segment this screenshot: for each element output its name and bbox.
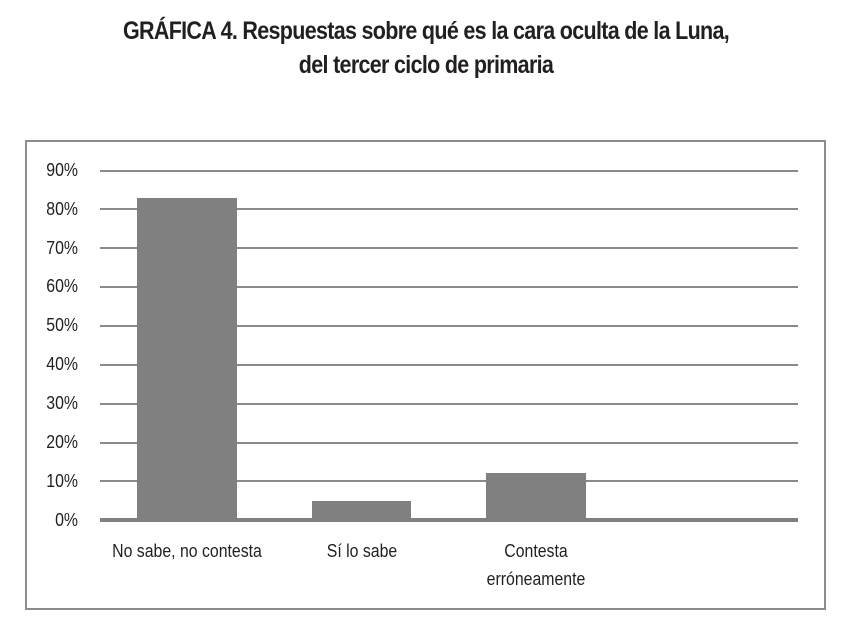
x-axis-line xyxy=(100,518,798,522)
bar-contesta-erroneamente xyxy=(486,473,586,520)
y-tick-label: 30% xyxy=(46,393,78,413)
y-tick-label: 40% xyxy=(46,354,78,374)
y-tick-label: 50% xyxy=(46,315,78,335)
gridline-50 xyxy=(100,325,798,327)
y-tick-label: 10% xyxy=(46,471,78,491)
gridline-20 xyxy=(100,442,798,444)
gridline-10 xyxy=(100,480,798,482)
y-tick-label: 0% xyxy=(55,510,78,530)
gridline-90 xyxy=(100,170,798,172)
chart-title-line1: Respuestas sobre qué es la cara oculta d… xyxy=(237,17,730,45)
chart-title: GRÁFICA 4. Respuestas sobre qué es la ca… xyxy=(60,14,793,82)
chart-title-prefix: GRÁFICA 4. xyxy=(122,17,238,45)
x-label-line: No sabe, no contesta xyxy=(112,541,262,561)
x-label-line: erróneamente xyxy=(486,569,586,589)
chart-title-line2: del tercer ciclo de primaria xyxy=(298,51,554,79)
bar-no-sabe-no-contesta xyxy=(137,198,237,520)
x-label-line: Sí lo sabe xyxy=(326,541,398,561)
x-tick-label: No sabe, no contesta xyxy=(99,537,275,565)
gridline-40 xyxy=(100,364,798,366)
y-tick-label: 90% xyxy=(46,160,78,180)
chart-frame xyxy=(25,140,826,610)
y-tick-label: 20% xyxy=(46,432,78,452)
x-tick-label: Sí lo sabe xyxy=(274,537,450,565)
x-tick-label: Contesta erróneamente xyxy=(448,537,624,593)
y-tick-label: 80% xyxy=(46,199,78,219)
gridline-60 xyxy=(100,286,798,288)
x-label-line: Contesta xyxy=(504,541,568,561)
gridline-30 xyxy=(100,403,798,405)
y-tick-label: 60% xyxy=(46,276,78,296)
y-tick-label: 70% xyxy=(46,238,78,258)
bar-si-lo-sabe xyxy=(312,501,411,520)
gridline-80 xyxy=(100,208,798,210)
gridline-70 xyxy=(100,247,798,249)
